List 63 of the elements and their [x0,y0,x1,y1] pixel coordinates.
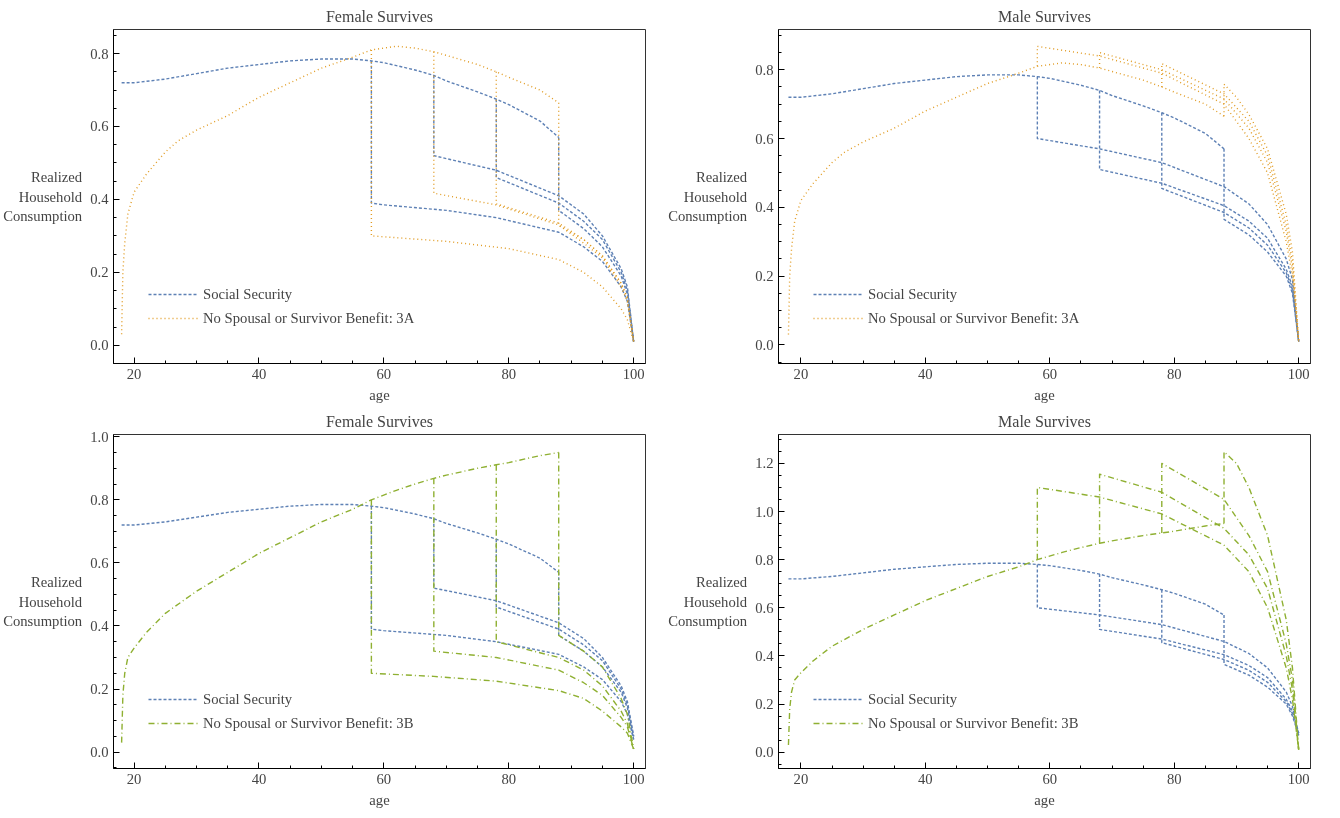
x-tick-label: 20 [793,770,809,787]
x-tick-label: 40 [251,365,267,382]
x-tick-label: 40 [918,770,933,787]
chart-title: Female Survives [325,412,434,430]
x-tick-label: 80 [501,365,517,382]
x-axis-title: age [369,386,390,403]
y-tick-label: 0.8 [755,61,774,78]
x-tick-label: 60 [1042,365,1058,382]
y-tick-label: 0.8 [755,551,774,568]
legend-label: No Spousal or Survivor Benefit: 3A [868,309,1080,327]
y-tick-label: 0.0 [755,744,774,761]
x-tick-label: 80 [1166,365,1182,382]
y-axis-title: Realized Household Consumption [668,574,748,629]
y-tick-label: 0.6 [90,554,109,571]
y-tick-label: 0.0 [755,336,774,353]
x-tick-label: 60 [376,770,392,787]
y-tick-label: 0.4 [755,647,775,664]
y-tick-label: 0.2 [755,696,774,713]
legend-label: No Spousal or Survivor Benefit: 3B [868,714,1079,732]
legend-label: Social Security [203,285,293,303]
y-axis-title: Realized Household Consumption [668,169,748,224]
y-tick-label: 0.4 [755,199,775,216]
y-tick-label: 0.0 [90,744,109,761]
x-tick-label: 80 [501,770,517,787]
x-tick-label: 40 [251,770,267,787]
legend-label: Social Security [868,285,958,303]
y-tick-label: 0.8 [90,491,109,508]
y-tick-label: 0.0 [90,337,109,354]
y-tick-label: 0.4 [90,191,110,208]
y-tick-label: 0.4 [90,617,110,634]
y-tick-label: 0.6 [755,130,774,147]
y-tick-label: 1.0 [90,428,109,445]
x-tick-label: 20 [126,365,142,382]
x-axis-title: age [1034,791,1055,808]
x-tick-label: 60 [376,365,392,382]
x-tick-label: 80 [1166,770,1182,787]
chart-title: Male Survives [998,7,1091,25]
x-tick-label: 20 [793,365,809,382]
legend-label: Social Security [868,690,958,708]
chart-title: Male Survives [998,412,1091,430]
y-axis-title: Realized Household Consumption [3,169,83,224]
x-tick-label: 100 [622,770,645,787]
legend-label: No Spousal or Survivor Benefit: 3B [203,714,414,732]
x-tick-label: 100 [1287,365,1310,382]
y-tick-label: 1.2 [755,455,774,472]
legend-label: Social Security [203,690,293,708]
y-tick-label: 1.0 [755,503,774,520]
x-tick-label: 100 [1287,770,1310,787]
x-tick-label: 20 [126,770,142,787]
x-tick-label: 40 [918,365,933,382]
x-tick-label: 60 [1042,770,1058,787]
y-axis-title: Realized Household Consumption [3,574,83,629]
x-tick-label: 100 [622,365,645,382]
y-tick-label: 0.6 [90,118,109,135]
y-tick-label: 0.6 [755,599,774,616]
x-axis-title: age [1034,386,1055,403]
y-tick-label: 0.8 [90,45,109,62]
y-tick-label: 0.2 [90,264,109,281]
x-axis-title: age [369,791,390,808]
y-tick-label: 0.2 [755,268,774,285]
y-tick-label: 0.2 [90,681,109,698]
legend-label: No Spousal or Survivor Benefit: 3A [203,309,415,327]
chart-title: Female Survives [325,7,434,25]
